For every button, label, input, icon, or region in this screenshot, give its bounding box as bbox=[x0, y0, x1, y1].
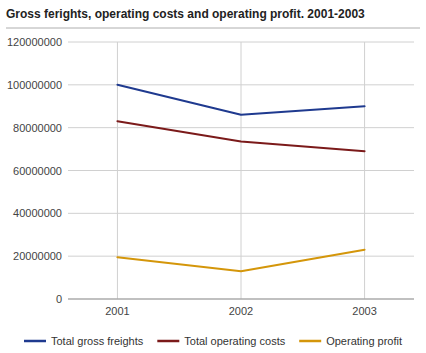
y-tick-label: 100000000 bbox=[7, 79, 62, 91]
axes: 0 20000000 40000000 60000000 80000000 1000000… bbox=[7, 36, 414, 317]
y-tick-label: 0 bbox=[56, 293, 62, 305]
x-tick-label: 2001 bbox=[105, 305, 129, 317]
x-grid-line bbox=[364, 42, 365, 299]
y-tick-label: 20000000 bbox=[13, 250, 62, 262]
y-tick-label: 60000000 bbox=[13, 165, 62, 177]
x-tick-label: 2003 bbox=[352, 305, 376, 317]
series-line bbox=[117, 250, 364, 271]
chart-container: Gross ferights, operating costs and oper… bbox=[0, 0, 426, 353]
y-tick-label: 120000000 bbox=[7, 36, 62, 48]
legend-swatch bbox=[24, 340, 46, 343]
y-tick-label: 80000000 bbox=[13, 122, 62, 134]
legend-swatch bbox=[299, 340, 321, 343]
x-axis-line bbox=[68, 299, 414, 300]
series-lines bbox=[117, 85, 364, 271]
y-grid-line bbox=[68, 299, 414, 300]
legend-label: Operating profit bbox=[326, 335, 402, 347]
legend-swatch bbox=[157, 340, 179, 343]
title-separator bbox=[6, 28, 420, 29]
y-tick-label: 40000000 bbox=[13, 207, 62, 219]
legend-label: Total gross freights bbox=[51, 335, 144, 347]
x-grid-line bbox=[117, 42, 118, 299]
title: Gross ferights, operating costs and oper… bbox=[6, 7, 365, 21]
x-tick-label: 2002 bbox=[229, 305, 253, 317]
legend-label: Total operating costs bbox=[184, 335, 285, 347]
chart-svg: Gross ferights, operating costs and oper… bbox=[0, 0, 426, 353]
series-line bbox=[117, 85, 364, 115]
legend: Total gross freights Total operating cost… bbox=[24, 335, 402, 347]
series-line bbox=[117, 121, 364, 151]
x-grid-line bbox=[241, 42, 242, 299]
grid bbox=[68, 42, 414, 299]
